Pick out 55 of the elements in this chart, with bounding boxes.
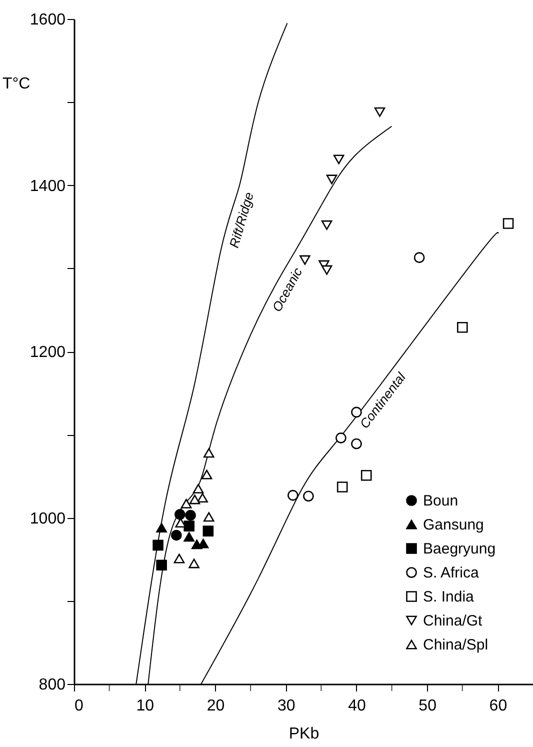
point: [336, 482, 348, 492]
point: [374, 107, 386, 117]
point: [197, 493, 208, 503]
legend-label: Boun: [423, 492, 458, 510]
point: [336, 432, 346, 444]
point: [189, 494, 200, 504]
point: [201, 470, 212, 480]
x-tick-label: 0: [74, 698, 84, 714]
point: [303, 490, 314, 502]
legend-label: S. Africa: [423, 564, 480, 582]
point: [152, 540, 164, 551]
legend-label: China/Gt: [423, 612, 484, 630]
point: [188, 558, 200, 568]
point: [180, 498, 192, 508]
y-tick-label: 1600: [30, 12, 66, 28]
x-tick-label: 10: [136, 698, 154, 714]
x-tick-label: 60: [489, 698, 508, 714]
legend-label: Baegryung: [423, 540, 496, 558]
x-tick-label: 50: [418, 698, 437, 714]
x-tick-label: 40: [348, 698, 366, 714]
point: [156, 522, 167, 532]
legend-label: China/Spl: [423, 636, 488, 654]
point: [203, 448, 214, 458]
y-tick-label: 1400: [30, 178, 66, 195]
point: [360, 470, 372, 481]
point: [185, 510, 196, 521]
point: [174, 509, 186, 520]
point: [174, 554, 185, 564]
x-tick-label: 30: [277, 698, 296, 714]
point: [192, 484, 204, 494]
point: [202, 526, 214, 536]
point: [414, 252, 425, 263]
legend-label: Gansung: [423, 516, 484, 534]
point: [288, 490, 298, 501]
point: [184, 520, 194, 532]
point: [184, 532, 194, 542]
y-axis-title: T°C: [2, 76, 30, 92]
x-axis-title: PKb: [288, 726, 320, 742]
point: [456, 322, 468, 333]
y-tick-label: 800: [38, 676, 66, 694]
point: [351, 438, 362, 450]
point: [321, 220, 332, 230]
point: [333, 154, 344, 164]
point: [156, 560, 167, 571]
point: [300, 255, 310, 265]
point: [203, 512, 214, 522]
y-tick-label: 1000: [30, 510, 66, 528]
point: [326, 174, 338, 184]
legend-label: S. India: [423, 588, 475, 606]
point: [171, 530, 182, 541]
y-tick-label: 1200: [30, 344, 66, 361]
point: [351, 406, 362, 418]
point: [502, 218, 514, 229]
x-tick-label: 20: [206, 698, 225, 714]
point: [321, 265, 332, 275]
